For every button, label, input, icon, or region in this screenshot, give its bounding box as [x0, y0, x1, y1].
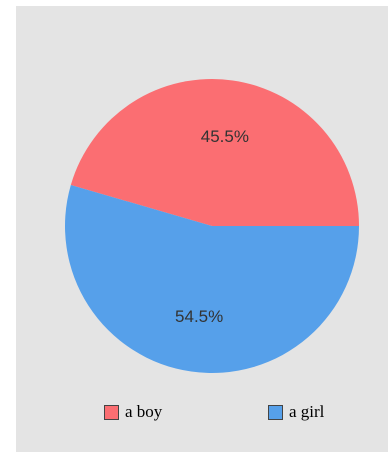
legend-swatch-a-boy: [104, 404, 119, 420]
legend-label-a-boy: a boy: [125, 402, 163, 421]
chart-panel: 45.5% 54.5% a boy a girl: [16, 6, 388, 452]
slice-label-a-girl: 54.5%: [175, 307, 223, 326]
pie-chart: 45.5% 54.5%: [64, 79, 360, 374]
slice-label-a-boy: 45.5%: [201, 127, 249, 146]
legend-label-a-girl: a girl: [289, 402, 325, 421]
pie-slice-a-boy: [70, 79, 360, 226]
legend-item-a-boy: a boy: [104, 402, 162, 422]
legend-item-a-girl: a girl: [268, 402, 324, 422]
pie-slice-a-girl: [64, 184, 359, 374]
legend-swatch-a-girl: [268, 404, 283, 420]
